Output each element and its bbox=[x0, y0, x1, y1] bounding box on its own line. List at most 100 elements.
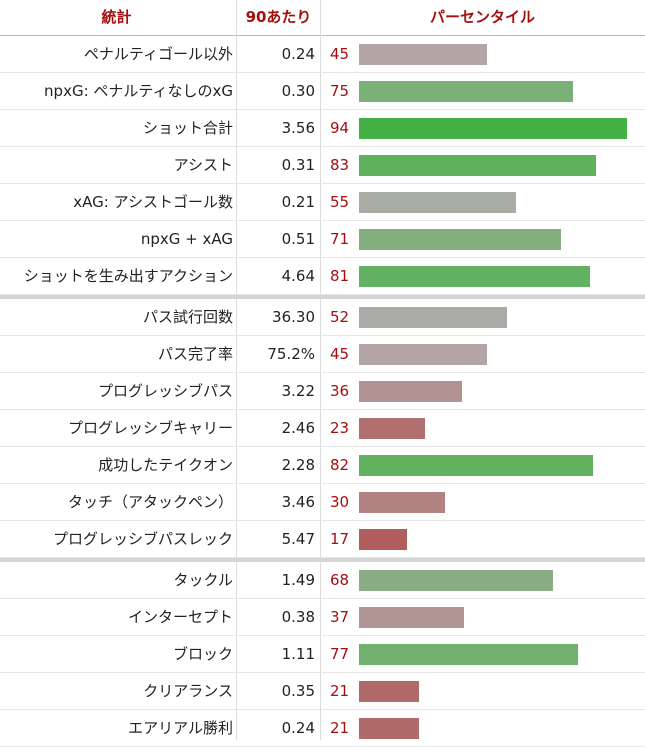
per90-value: 0.24 bbox=[281, 719, 315, 737]
table-row: ショットを生み出すアクション 4.64 81 bbox=[0, 258, 645, 295]
percentile-value: 55 bbox=[330, 193, 350, 211]
table-row: ペナルティゴール以外 0.24 45 bbox=[0, 36, 645, 73]
stat-name[interactable]: クリアランス bbox=[143, 682, 233, 700]
stat-name[interactable]: パス完了率 bbox=[157, 345, 233, 363]
column-divider-1 bbox=[236, 0, 237, 740]
header-stat[interactable]: 統計 bbox=[101, 8, 132, 26]
header-percentile[interactable]: パーセンタイル bbox=[429, 8, 535, 26]
percentile-value: 45 bbox=[330, 345, 350, 363]
table-row: ショット合計 3.56 94 bbox=[0, 110, 645, 147]
per90-value: 5.47 bbox=[281, 530, 315, 548]
stat-name[interactable]: ペナルティゴール以外 bbox=[83, 45, 233, 63]
per90-value: 3.22 bbox=[281, 382, 315, 400]
per90-value: 0.30 bbox=[281, 82, 315, 100]
table-row: ブロック 1.11 77 bbox=[0, 636, 645, 673]
table-row: クリアランス 0.35 21 bbox=[0, 673, 645, 710]
stat-name[interactable]: プログレッシブキャリー bbox=[67, 419, 233, 437]
group-separator bbox=[0, 558, 645, 562]
percentile-value: 30 bbox=[330, 493, 350, 511]
table-row: タッチ（アタックペン） 3.46 30 bbox=[0, 484, 645, 521]
stat-name[interactable]: アシスト bbox=[173, 156, 233, 174]
stat-name[interactable]: タッチ（アタックペン） bbox=[67, 493, 233, 511]
per90-value: 75.2% bbox=[267, 345, 315, 363]
percentile-value: 94 bbox=[330, 119, 350, 137]
per90-value: 0.51 bbox=[281, 230, 315, 248]
percentile-bar bbox=[359, 344, 487, 365]
table-row: パス完了率 75.2% 45 bbox=[0, 336, 645, 373]
per90-value: 36.30 bbox=[272, 308, 315, 326]
percentile-value: 21 bbox=[330, 682, 350, 700]
table-row: プログレッシブパス 3.22 36 bbox=[0, 373, 645, 410]
percentile-value: 45 bbox=[330, 45, 350, 63]
percentile-value: 52 bbox=[330, 308, 350, 326]
stat-name[interactable]: ショットを生み出すアクション bbox=[23, 267, 233, 285]
percentile-bar bbox=[359, 155, 596, 176]
percentile-bar bbox=[359, 644, 578, 665]
per90-value: 4.64 bbox=[281, 267, 315, 285]
percentile-value: 71 bbox=[330, 230, 350, 248]
stat-name[interactable]: ショット合計 bbox=[142, 119, 233, 137]
percentile-bar bbox=[359, 455, 593, 476]
header-per90[interactable]: 90あたり bbox=[245, 8, 312, 26]
per90-value: 1.49 bbox=[281, 571, 315, 589]
stat-name[interactable]: 成功したテイクオン bbox=[98, 456, 233, 474]
table-row: プログレッシブキャリー 2.46 23 bbox=[0, 410, 645, 447]
percentile-bar bbox=[359, 307, 507, 328]
percentile-value: 17 bbox=[330, 530, 350, 548]
percentile-bar bbox=[359, 492, 445, 513]
table-row: インターセプト 0.38 37 bbox=[0, 599, 645, 636]
percentile-value: 83 bbox=[330, 156, 350, 174]
stat-name[interactable]: xAG: アシストゴール数 bbox=[73, 193, 233, 211]
per90-value: 3.56 bbox=[281, 119, 315, 137]
percentile-value: 75 bbox=[330, 82, 350, 100]
percentile-bar bbox=[359, 81, 573, 102]
stat-name[interactable]: プログレッシブパス bbox=[97, 382, 233, 400]
stat-name[interactable]: npxG: ペナルティなしのxG bbox=[44, 82, 233, 100]
percentile-value: 77 bbox=[330, 645, 350, 663]
percentile-bar bbox=[359, 681, 419, 702]
table-row: xAG: アシストゴール数 0.21 55 bbox=[0, 184, 645, 221]
per90-value: 2.46 bbox=[281, 419, 315, 437]
percentile-bar bbox=[359, 44, 487, 65]
table-row: アシスト 0.31 83 bbox=[0, 147, 645, 184]
table-row: タックル 1.49 68 bbox=[0, 562, 645, 599]
percentile-value: 23 bbox=[330, 419, 350, 437]
group-separator bbox=[0, 295, 645, 299]
percentile-bar bbox=[359, 229, 561, 250]
stat-name[interactable]: タックル bbox=[173, 571, 233, 589]
stat-name[interactable]: プログレッシブパスレック bbox=[52, 530, 233, 548]
percentile-bar bbox=[359, 192, 516, 213]
per90-value: 1.11 bbox=[281, 645, 315, 663]
stat-name[interactable]: エアリアル勝利 bbox=[128, 719, 233, 737]
per90-value: 0.35 bbox=[281, 682, 315, 700]
table-header: 統計 90あたり パーセンタイル bbox=[0, 0, 645, 36]
percentile-value: 68 bbox=[330, 571, 350, 589]
percentile-bar bbox=[359, 718, 419, 739]
percentile-value: 21 bbox=[330, 719, 350, 737]
per90-value: 0.31 bbox=[281, 156, 315, 174]
table-row: エアリアル勝利 0.24 21 bbox=[0, 710, 645, 747]
stat-name[interactable]: パス試行回数 bbox=[142, 308, 233, 326]
per90-value: 0.38 bbox=[281, 608, 315, 626]
per90-value: 0.24 bbox=[281, 45, 315, 63]
percentile-bar bbox=[359, 418, 425, 439]
percentile-bar bbox=[359, 381, 462, 402]
percentile-value: 36 bbox=[330, 382, 350, 400]
per90-value: 2.28 bbox=[281, 456, 315, 474]
table-row: npxG + xAG 0.51 71 bbox=[0, 221, 645, 258]
per90-value: 0.21 bbox=[281, 193, 315, 211]
table-row: パス試行回数 36.30 52 bbox=[0, 299, 645, 336]
percentile-value: 37 bbox=[330, 608, 350, 626]
percentile-bar bbox=[359, 118, 627, 139]
stat-name[interactable]: インターセプト bbox=[127, 608, 233, 626]
percentile-value: 82 bbox=[330, 456, 350, 474]
stat-name[interactable]: ブロック bbox=[172, 645, 233, 663]
stat-name[interactable]: npxG + xAG bbox=[140, 230, 233, 248]
percentile-bar bbox=[359, 570, 553, 591]
per90-value: 3.46 bbox=[281, 493, 315, 511]
table-row: npxG: ペナルティなしのxG 0.30 75 bbox=[0, 73, 645, 110]
percentile-bar bbox=[359, 529, 407, 550]
column-divider-2 bbox=[320, 0, 321, 740]
percentile-bar bbox=[359, 266, 590, 287]
